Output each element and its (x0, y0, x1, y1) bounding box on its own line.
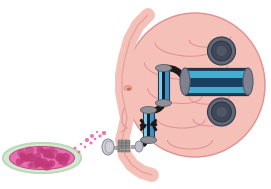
Circle shape (39, 158, 49, 168)
Bar (122, 150, 126, 152)
Circle shape (98, 134, 102, 138)
FancyArrowPatch shape (140, 119, 146, 130)
Circle shape (78, 151, 80, 153)
Ellipse shape (3, 143, 81, 173)
Ellipse shape (135, 141, 143, 152)
Ellipse shape (124, 85, 132, 91)
Bar (159, 69, 162, 102)
Circle shape (47, 152, 54, 159)
Circle shape (59, 157, 68, 166)
Bar (122, 143, 126, 146)
Circle shape (58, 161, 62, 165)
Circle shape (49, 160, 55, 167)
Circle shape (94, 138, 96, 140)
Circle shape (34, 153, 41, 161)
FancyArrowPatch shape (144, 141, 146, 144)
Circle shape (208, 37, 235, 65)
Ellipse shape (9, 146, 75, 170)
Circle shape (21, 155, 28, 162)
Bar (126, 146, 130, 149)
Circle shape (27, 163, 33, 168)
Bar (126, 140, 130, 143)
Bar (118, 150, 121, 152)
Bar (187, 78, 246, 87)
Circle shape (25, 153, 34, 162)
Ellipse shape (140, 136, 156, 143)
Bar (162, 69, 165, 102)
Circle shape (34, 157, 43, 167)
Ellipse shape (127, 88, 131, 91)
Circle shape (51, 154, 55, 159)
Circle shape (42, 148, 52, 158)
Bar (131, 145, 136, 148)
Bar (118, 146, 121, 149)
Bar (118, 143, 121, 146)
Circle shape (25, 146, 34, 156)
Circle shape (27, 153, 36, 162)
FancyArrowPatch shape (151, 120, 157, 131)
Bar (187, 71, 246, 92)
Bar (147, 111, 150, 139)
Ellipse shape (102, 139, 114, 155)
Circle shape (35, 163, 40, 168)
Circle shape (80, 143, 82, 145)
FancyArrowPatch shape (151, 105, 162, 111)
Circle shape (36, 146, 44, 154)
Bar (122, 146, 126, 149)
Circle shape (34, 157, 43, 167)
Bar (122, 140, 126, 143)
Ellipse shape (156, 64, 172, 71)
Ellipse shape (180, 68, 190, 95)
Circle shape (62, 153, 70, 162)
Circle shape (22, 155, 28, 161)
Bar (144, 111, 147, 139)
Circle shape (73, 146, 76, 149)
Circle shape (48, 160, 55, 167)
FancyArrowPatch shape (166, 68, 184, 77)
Circle shape (53, 149, 58, 154)
Circle shape (102, 131, 106, 135)
Ellipse shape (156, 99, 172, 106)
Circle shape (39, 159, 47, 167)
Ellipse shape (140, 106, 156, 114)
Circle shape (96, 131, 98, 133)
Circle shape (208, 98, 235, 126)
Circle shape (16, 158, 23, 165)
Circle shape (217, 107, 227, 117)
Circle shape (90, 134, 94, 138)
Circle shape (17, 149, 25, 157)
Bar (158, 68, 169, 103)
Bar (143, 110, 154, 140)
Ellipse shape (243, 68, 253, 95)
Circle shape (46, 163, 50, 167)
Circle shape (42, 161, 52, 171)
Circle shape (30, 160, 39, 168)
Circle shape (217, 46, 227, 56)
Circle shape (57, 153, 66, 162)
Circle shape (20, 159, 24, 163)
Circle shape (89, 141, 92, 145)
Circle shape (85, 138, 89, 142)
Circle shape (20, 153, 27, 160)
Bar (114, 146, 119, 149)
Circle shape (211, 102, 231, 122)
Bar (126, 143, 130, 146)
Circle shape (24, 157, 29, 162)
Bar (126, 150, 130, 152)
Bar (118, 140, 121, 143)
Circle shape (43, 151, 49, 157)
Circle shape (39, 147, 45, 153)
Circle shape (211, 41, 231, 61)
Circle shape (45, 163, 50, 169)
Circle shape (19, 152, 25, 158)
Circle shape (84, 146, 86, 148)
Circle shape (49, 147, 55, 153)
Ellipse shape (125, 13, 265, 157)
Bar (185, 68, 248, 95)
Circle shape (56, 153, 63, 160)
Circle shape (55, 155, 62, 162)
